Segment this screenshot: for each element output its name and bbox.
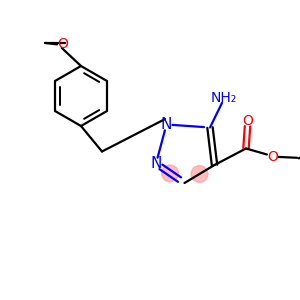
Text: O: O [267, 150, 278, 164]
Text: O: O [57, 38, 68, 51]
Text: O: O [242, 114, 253, 128]
Text: N: N [150, 156, 162, 171]
Circle shape [162, 165, 178, 182]
Text: NH₂: NH₂ [210, 91, 237, 104]
Text: N: N [161, 117, 172, 132]
Circle shape [191, 166, 208, 182]
